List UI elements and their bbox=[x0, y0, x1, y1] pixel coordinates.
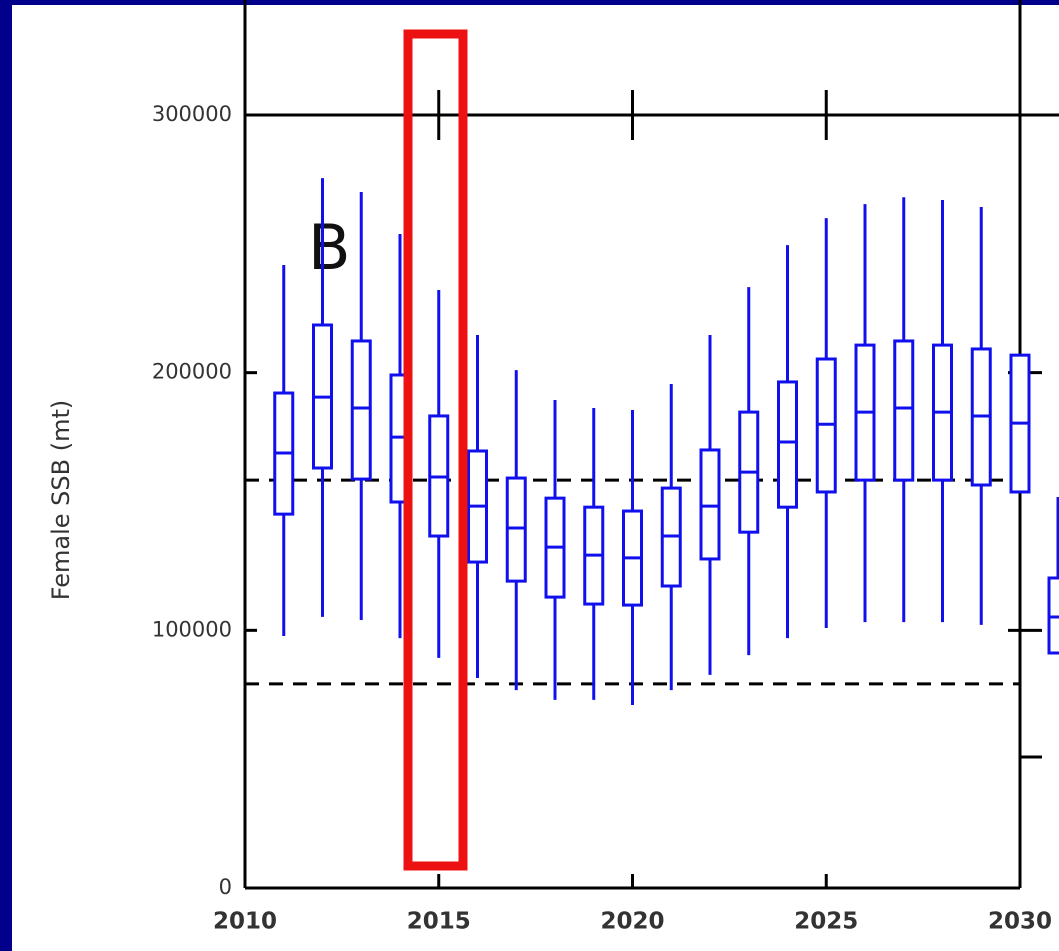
plot-background bbox=[12, 5, 1059, 951]
box bbox=[893, 339, 915, 482]
y-tick-label: 0 bbox=[219, 875, 232, 899]
box bbox=[350, 339, 372, 481]
x-tick-label: 2020 bbox=[600, 909, 664, 935]
y-tick-label: 100000 bbox=[152, 617, 232, 641]
panel-annotation: B bbox=[308, 211, 351, 284]
box bbox=[505, 476, 527, 583]
x-tick-label: 2015 bbox=[407, 909, 471, 935]
y-tick-label: 300000 bbox=[152, 102, 232, 126]
highlight-box bbox=[403, 29, 468, 871]
x-tick-label: 2010 bbox=[213, 909, 277, 935]
y-axis-label: Female SSB (mt) bbox=[47, 400, 75, 600]
x-tick-label: 2030 bbox=[988, 909, 1052, 935]
box bbox=[777, 380, 798, 509]
y-tick-label: 200000 bbox=[152, 360, 232, 384]
box bbox=[699, 448, 721, 561]
x-tick-label: 2025 bbox=[794, 909, 858, 935]
marks: 0 100000 200000 300000 2010 2015 2020 2025 2030 bbox=[152, 0, 1059, 935]
